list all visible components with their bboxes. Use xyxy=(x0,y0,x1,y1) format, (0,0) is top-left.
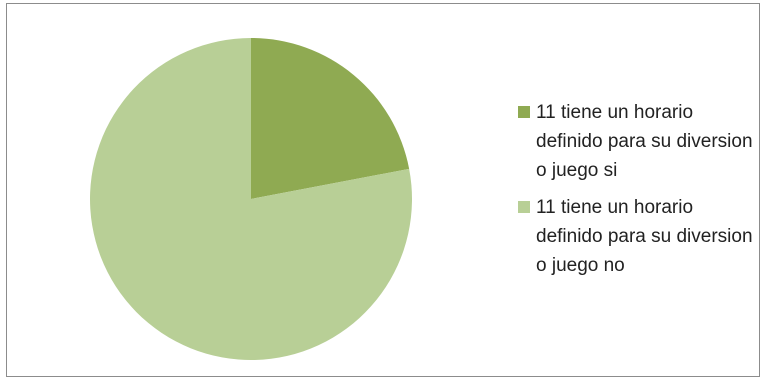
legend: 11 tiene un horario definido para su div… xyxy=(518,98,758,288)
pie-slice-no xyxy=(90,38,413,360)
legend-item-si: 11 tiene un horario definido para su div… xyxy=(518,98,758,185)
legend-item-no: 11 tiene un horario definido para su div… xyxy=(518,193,758,280)
chart-area: 11 tiene un horario definido para su div… xyxy=(6,3,760,377)
legend-swatch-no xyxy=(518,201,530,213)
pie-chart xyxy=(90,37,413,360)
legend-label-si: 11 tiene un horario definido para su div… xyxy=(536,102,753,181)
legend-swatch-si xyxy=(518,106,530,118)
pie-slice-si xyxy=(251,37,410,199)
legend-label-no: 11 tiene un horario definido para su div… xyxy=(536,197,753,276)
